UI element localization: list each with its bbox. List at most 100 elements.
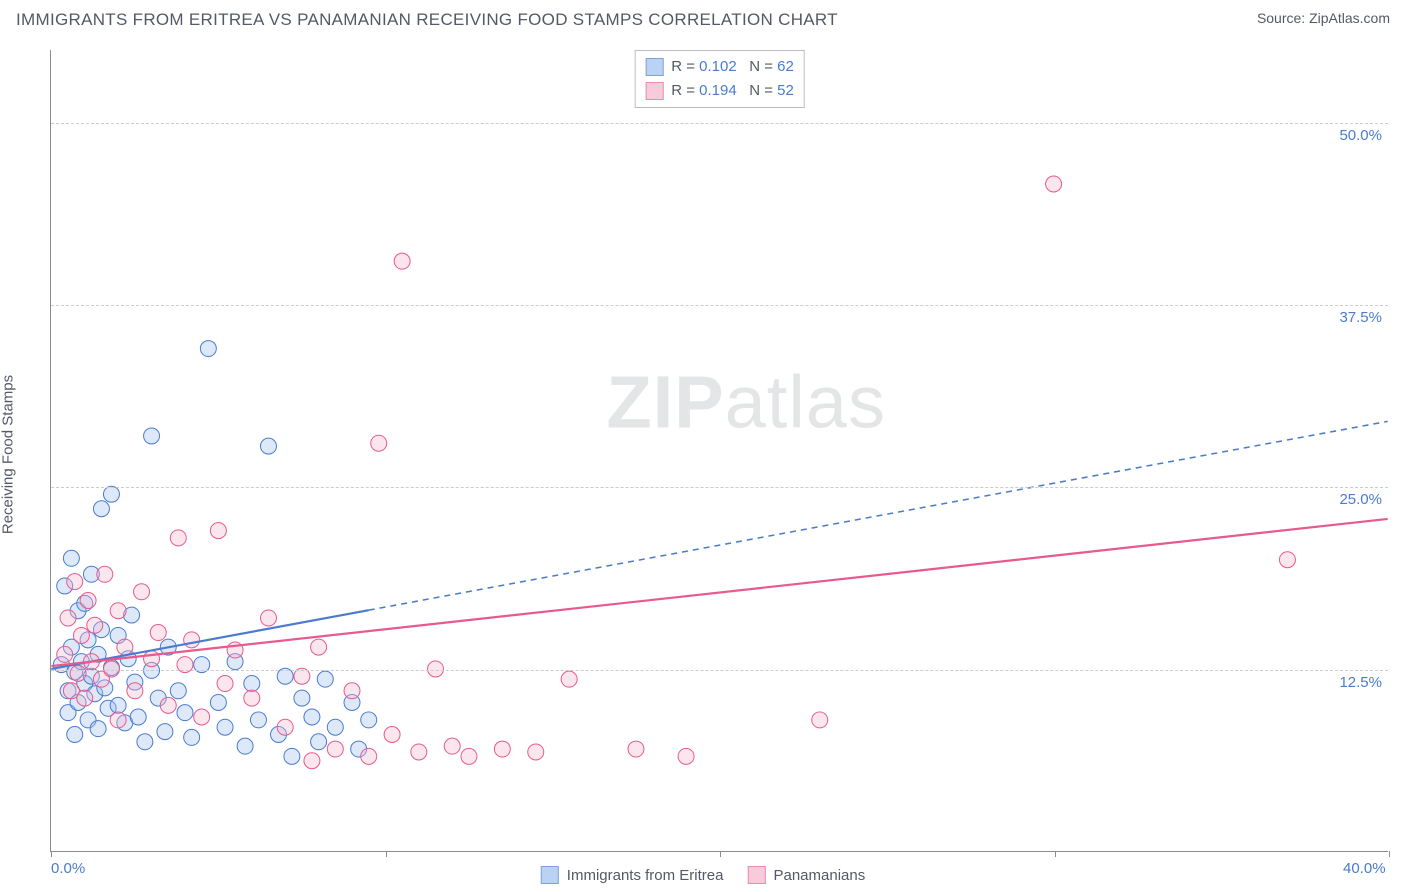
scatter-point-panama	[110, 712, 126, 728]
source-name: ZipAtlas.com	[1309, 10, 1390, 26]
scatter-point-panama	[160, 697, 176, 713]
legend-stats-box: R = 0.102 N = 62R = 0.194 N = 52	[634, 50, 805, 108]
scatter-point-panama	[1046, 176, 1062, 192]
x-tick	[1389, 851, 1390, 857]
scatter-point-panama	[528, 744, 544, 760]
x-tick-label: 40.0%	[1343, 860, 1386, 877]
gridline-horizontal	[51, 305, 1388, 306]
y-tick-label: 25.0%	[1339, 491, 1382, 508]
legend-series-label: Panamanians	[773, 867, 865, 884]
scatter-point-panama	[260, 610, 276, 626]
regression-line-dashed-eritrea	[369, 421, 1388, 610]
scatter-point-eritrea	[294, 690, 310, 706]
scatter-point-panama	[384, 727, 400, 743]
scatter-point-eritrea	[177, 705, 193, 721]
scatter-point-eritrea	[157, 724, 173, 740]
scatter-point-eritrea	[304, 709, 320, 725]
scatter-point-eritrea	[317, 671, 333, 687]
gridline-horizontal	[51, 670, 1388, 671]
scatter-point-eritrea	[327, 719, 343, 735]
legend-series-item-panama: Panamanians	[747, 866, 865, 884]
scatter-point-eritrea	[311, 734, 327, 750]
scatter-point-panama	[194, 709, 210, 725]
legend-series: Immigrants from Eritrea Panamanians	[541, 866, 865, 884]
scatter-point-eritrea	[67, 727, 83, 743]
scatter-point-panama	[344, 683, 360, 699]
scatter-point-panama	[97, 566, 113, 582]
scatter-point-eritrea	[284, 748, 300, 764]
scatter-point-panama	[77, 690, 93, 706]
legend-swatch-eritrea	[645, 58, 663, 76]
scatter-point-panama	[494, 741, 510, 757]
legend-swatch-eritrea	[541, 866, 559, 884]
scatter-point-eritrea	[260, 438, 276, 454]
gridline-horizontal	[51, 487, 1388, 488]
scatter-point-panama	[361, 748, 377, 764]
scatter-point-eritrea	[144, 428, 160, 444]
y-tick-label: 50.0%	[1339, 127, 1382, 144]
scatter-point-eritrea	[93, 501, 109, 517]
x-tick	[1055, 851, 1056, 857]
plot-container: ZIPatlas R = 0.102 N = 62R = 0.194 N = 5…	[50, 50, 1388, 852]
chart-title: IMMIGRANTS FROM ERITREA VS PANAMANIAN RE…	[16, 10, 838, 30]
x-tick	[51, 851, 52, 857]
scatter-point-panama	[327, 741, 343, 757]
scatter-point-eritrea	[210, 694, 226, 710]
scatter-point-eritrea	[361, 712, 377, 728]
legend-stat-text: R = 0.102 N = 62	[671, 55, 794, 79]
scatter-point-eritrea	[237, 738, 253, 754]
scatter-point-panama	[144, 651, 160, 667]
x-tick-label: 0.0%	[51, 860, 85, 877]
scatter-point-panama	[461, 748, 477, 764]
scatter-point-panama	[678, 748, 694, 764]
scatter-point-eritrea	[244, 676, 260, 692]
scatter-point-panama	[304, 753, 320, 769]
regression-line-panama	[51, 519, 1387, 666]
scatter-point-panama	[812, 712, 828, 728]
scatter-point-eritrea	[137, 734, 153, 750]
legend-swatch-panama	[645, 82, 663, 100]
legend-swatch-panama	[747, 866, 765, 884]
scatter-point-panama	[57, 646, 73, 662]
chart-svg	[51, 50, 1388, 851]
scatter-point-eritrea	[90, 721, 106, 737]
legend-stat-row-panama: R = 0.194 N = 52	[645, 79, 794, 103]
scatter-point-panama	[70, 665, 86, 681]
scatter-point-eritrea	[200, 341, 216, 357]
legend-stat-text: R = 0.194 N = 52	[671, 79, 794, 103]
scatter-point-panama	[371, 435, 387, 451]
scatter-point-panama	[67, 574, 83, 590]
scatter-point-panama	[117, 639, 133, 655]
y-tick-label: 37.5%	[1339, 309, 1382, 326]
scatter-point-panama	[561, 671, 577, 687]
scatter-point-panama	[87, 617, 103, 633]
x-tick	[720, 851, 721, 857]
scatter-point-panama	[170, 530, 186, 546]
scatter-point-eritrea	[250, 712, 266, 728]
scatter-point-eritrea	[184, 729, 200, 745]
source-prefix: Source:	[1257, 10, 1309, 26]
chart-header: IMMIGRANTS FROM ERITREA VS PANAMANIAN RE…	[16, 10, 1390, 30]
scatter-point-eritrea	[217, 719, 233, 735]
scatter-point-panama	[311, 639, 327, 655]
scatter-point-panama	[80, 593, 96, 609]
scatter-point-eritrea	[110, 697, 126, 713]
scatter-point-panama	[394, 253, 410, 269]
scatter-point-panama	[244, 690, 260, 706]
scatter-point-panama	[184, 632, 200, 648]
scatter-point-panama	[277, 719, 293, 735]
scatter-point-panama	[628, 741, 644, 757]
scatter-point-eritrea	[103, 486, 119, 502]
legend-stat-row-eritrea: R = 0.102 N = 62	[645, 55, 794, 79]
source-attribution: Source: ZipAtlas.com	[1257, 10, 1390, 26]
scatter-point-eritrea	[63, 550, 79, 566]
scatter-point-panama	[411, 744, 427, 760]
scatter-point-panama	[217, 676, 233, 692]
legend-series-item-eritrea: Immigrants from Eritrea	[541, 866, 724, 884]
y-tick-label: 12.5%	[1339, 674, 1382, 691]
scatter-point-panama	[150, 625, 166, 641]
scatter-point-panama	[444, 738, 460, 754]
scatter-point-panama	[134, 584, 150, 600]
plot-area: ZIPatlas R = 0.102 N = 62R = 0.194 N = 5…	[50, 50, 1388, 852]
x-tick	[386, 851, 387, 857]
